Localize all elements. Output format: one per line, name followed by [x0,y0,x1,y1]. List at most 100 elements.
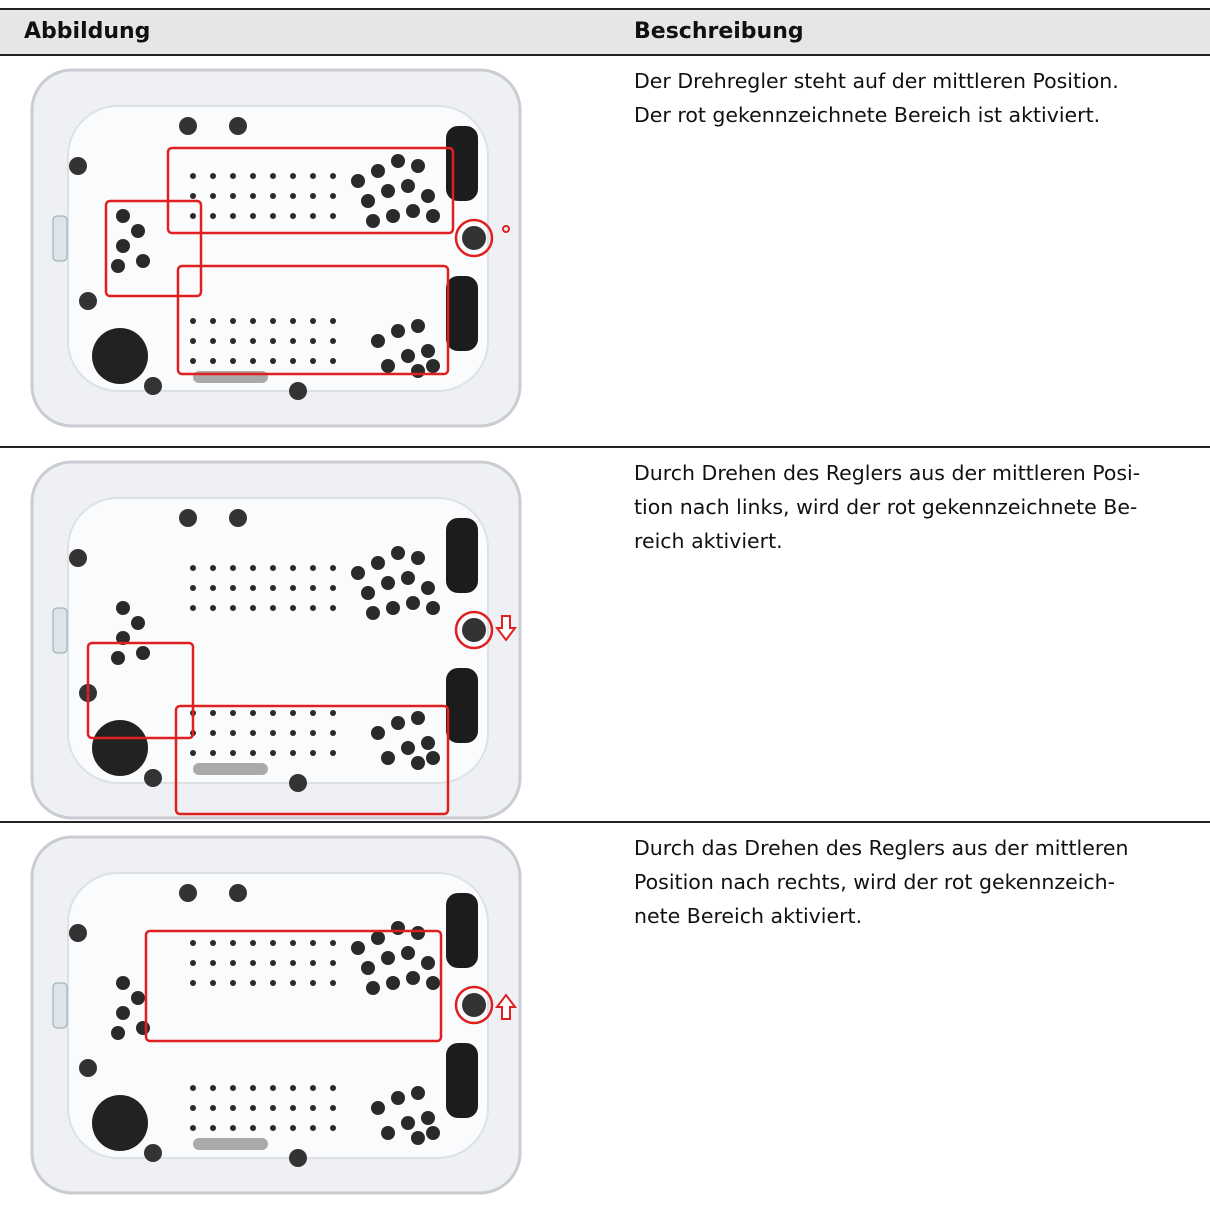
jet [190,1085,196,1091]
jet [190,1105,196,1111]
jet [210,940,216,946]
jet [69,924,87,942]
knob-highlight [454,985,494,1025]
description-line: Durch das Drehen des Reglers aus der mit… [634,836,1129,860]
jet [190,960,196,966]
header-cell: Abbildung [24,19,151,44]
jet [330,193,336,199]
jet [270,605,276,611]
jet [330,1125,336,1131]
table-row: Der Drehregler steht auf der mittleren P… [0,56,1210,446]
jet [290,1105,296,1111]
jet [190,585,196,591]
jet [179,117,197,135]
jet [426,359,440,373]
control-panel [52,607,68,654]
description-line: Position nach rechts, wird der rot geken… [634,870,1116,894]
jet [250,338,256,344]
jet [270,173,276,179]
jet [270,338,276,344]
jet [270,1105,276,1111]
jet [230,318,236,324]
jet [381,951,395,965]
jet [270,213,276,219]
jet [116,976,130,990]
jet [210,1125,216,1131]
table-header: Abbildung Beschreibung [0,8,1210,56]
jet [426,751,440,765]
jet [230,565,236,571]
jet [131,224,145,238]
jet [290,213,296,219]
jet [310,338,316,344]
jet [116,631,130,645]
jet [250,193,256,199]
jet [230,358,236,364]
jet [381,751,395,765]
jet [351,174,365,188]
description-line: Der rot gekennzeichnete Bereich ist akti… [634,103,1101,127]
tub-image [30,460,522,820]
jet [310,750,316,756]
jet [330,710,336,716]
jet [411,1131,425,1145]
jet [310,1125,316,1131]
jet [391,546,405,560]
jet [411,551,425,565]
headrest [446,276,478,351]
jet [289,382,307,400]
filter [92,1095,148,1151]
description-line: Durch Drehen des Reglers aus der mittler… [634,461,1141,485]
jet [210,318,216,324]
jet [250,605,256,611]
jet [136,1021,150,1035]
jet [79,1059,97,1077]
jet [69,157,87,175]
jet [310,318,316,324]
jet [250,730,256,736]
jet [421,956,435,970]
jet [210,585,216,591]
jet [190,318,196,324]
jet [230,173,236,179]
jet [270,1085,276,1091]
jet [386,601,400,615]
jet [330,358,336,364]
jet [391,1091,405,1105]
jet [371,334,385,348]
jet [111,651,125,665]
description-line: reich aktiviert. [634,529,783,553]
jet [330,750,336,756]
jet [290,173,296,179]
jet [290,338,296,344]
jet [136,646,150,660]
jet [136,254,150,268]
jet [190,213,196,219]
jet [270,940,276,946]
jet [381,576,395,590]
indicator [502,225,510,233]
headrest [446,126,478,201]
jet [210,960,216,966]
jet [330,173,336,179]
table-row: Durch das Drehen des Reglers aus der mit… [0,821,1210,1223]
jet [270,193,276,199]
jet [190,980,196,986]
filter [92,720,148,776]
tub-image [30,835,522,1195]
jet [401,1116,415,1130]
jet [230,338,236,344]
jet [411,926,425,940]
jet [250,980,256,986]
jet [406,596,420,610]
jet [210,605,216,611]
jet [116,1006,130,1020]
jet [310,710,316,716]
jet [391,154,405,168]
description-line: nete Bereich aktiviert. [634,904,863,928]
jet [270,960,276,966]
description: Der Drehregler steht auf der mittleren P… [634,64,1119,132]
jet [290,980,296,986]
highlight-box [174,704,450,816]
jet [371,556,385,570]
